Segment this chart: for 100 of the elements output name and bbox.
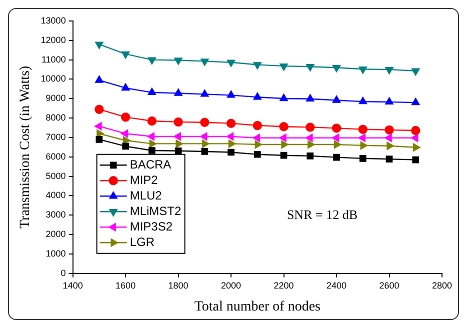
point [94,122,102,130]
point [176,140,183,148]
y-tick-label: 2000 [46,229,66,240]
point [332,134,340,142]
point [202,140,210,148]
y-tick-label: 10000 [40,74,66,84]
point [254,150,261,158]
y-tick-label: 11000 [41,54,66,64]
x-tick-label: 1800 [168,280,188,290]
point [174,88,182,96]
y-tick-label: 13000 [40,15,66,26]
point [306,122,315,132]
point [253,92,262,100]
point [226,90,236,98]
point [306,134,313,142]
point [412,156,420,164]
x-tick-label: 2400 [326,280,347,290]
point [226,132,234,141]
point [279,134,286,142]
x-axis-title: Total number of nodes [194,299,320,314]
point [411,134,418,142]
y-tick-label: 3000 [46,210,66,220]
point [411,126,420,136]
point [148,57,156,64]
point [332,96,341,103]
legend-label: MLiMST2 [130,204,182,218]
point [252,134,260,142]
point [413,143,420,152]
point [306,94,314,102]
y-tick-label: 7000 [46,132,66,142]
point [386,142,394,150]
y-tick-label: 12000 [40,34,66,45]
point [94,104,104,114]
legend-label: LGR [130,234,155,249]
point [412,68,420,76]
point [308,140,315,149]
x-tick-label: 1600 [116,280,136,290]
point [254,140,262,149]
point [252,120,262,130]
point [174,132,181,141]
legend-label: MLU2 [130,188,162,202]
point [200,118,210,127]
point [122,51,130,59]
point [148,88,156,96]
point [200,58,209,66]
point [200,90,209,97]
point [174,117,183,127]
point [96,136,103,143]
point [280,152,288,159]
point [306,152,314,160]
y-tick-label: 4000 [46,190,66,200]
point [333,154,340,161]
point [226,60,236,67]
point [334,140,342,149]
x-tick-label: 2800 [432,280,452,290]
point [95,76,104,83]
point [281,140,288,149]
point [358,96,367,104]
y-tick-label: 5000 [46,170,66,181]
point [149,140,157,148]
y-tick-label: 6000 [46,151,66,162]
y-axis-title: Transmission Cost (in Watts) [18,66,34,229]
point [120,112,130,122]
y-tick-label: 9000 [46,93,66,104]
point [332,124,342,133]
legend-label: BACRA [130,157,172,172]
y-tick-label: 0 [60,268,66,278]
point [384,125,394,135]
point [228,140,236,148]
point [201,148,208,155]
x-tick-label: 2200 [274,280,294,290]
point [226,118,236,128]
point [306,64,314,72]
point [279,122,288,132]
point [280,94,288,102]
point [228,148,234,156]
point [147,132,155,141]
point [280,63,288,71]
legend-label: MIP3S2 [130,219,173,234]
point [385,66,394,74]
point [174,147,182,154]
point [120,130,128,138]
point [412,98,420,106]
point [148,147,156,154]
point [122,142,129,150]
point [359,155,366,162]
point [386,156,393,162]
annotation: SNR = 12 dB [286,206,358,222]
point [358,66,367,74]
legend-label: MIP2 [130,172,158,187]
point [200,132,208,141]
point [385,97,394,105]
y-tick-label: 1000 [46,248,66,258]
x-tick-label: 2000 [221,280,242,290]
point [384,134,392,142]
point [358,124,368,134]
point [174,58,182,65]
point [360,141,368,150]
x-tick-label: 2600 [379,280,400,290]
y-tick-label: 8000 [46,112,66,123]
